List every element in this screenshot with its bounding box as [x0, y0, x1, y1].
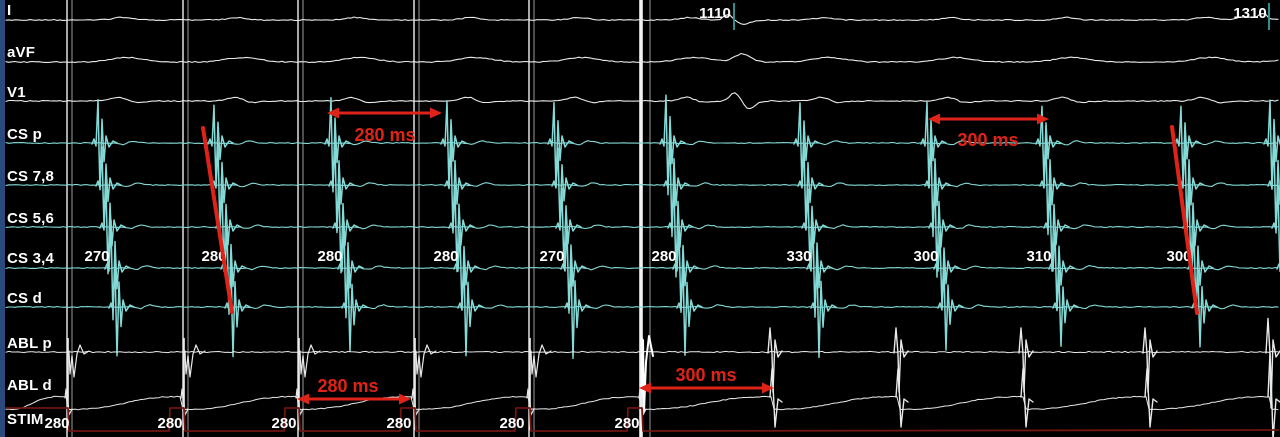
cs-spike — [224, 260, 251, 358]
cs-spike — [448, 184, 475, 273]
activation-slope-red-line — [1170, 125, 1199, 315]
cs-interval-label: 270 — [539, 248, 564, 265]
stim-interval-label: 280 — [614, 415, 639, 432]
channel-label-CS56: CS 5,6 — [7, 210, 55, 227]
cs-spike — [937, 266, 964, 351]
ablp-stim-response — [184, 344, 206, 378]
abld-stim-response — [180, 388, 189, 416]
cs-spike — [676, 261, 703, 356]
cs-spike — [659, 94, 686, 196]
trace-cs-baseline — [5, 182, 1279, 188]
stim-interval-label: 280 — [386, 415, 411, 432]
channel-label-CSd: CS d — [7, 290, 42, 307]
channel-label-aVF: aVF — [7, 44, 36, 61]
channel-label-STIM: STIM — [7, 411, 44, 428]
channel-label-CS78: CS 7,8 — [7, 168, 55, 185]
time-label: 1310 — [1233, 5, 1266, 22]
abld-tachy-spike — [895, 368, 909, 428]
cs-spike — [1052, 269, 1079, 347]
cs-spike — [1043, 185, 1070, 272]
ablp-tachy-spike — [1018, 327, 1034, 393]
cs-spike — [555, 187, 582, 270]
measurement-arrowhead-right — [399, 393, 411, 405]
channel-label-ABLd: ABL d — [7, 377, 52, 394]
cs-spike — [108, 261, 135, 357]
cs-spike — [99, 182, 126, 275]
abld-stim-response — [411, 388, 420, 416]
cs-interval-label: 280 — [201, 248, 226, 265]
cs-spike — [564, 258, 591, 360]
trace-I — [5, 13, 1279, 25]
ablp-last-stim-artifact — [642, 335, 654, 413]
ablp-stim-response — [415, 344, 437, 378]
measurement-arrowhead-left — [928, 113, 940, 125]
measurement-arrowhead-left — [639, 382, 651, 394]
ablp-stim-response — [530, 344, 552, 378]
measurement-label: 300 ms — [675, 365, 736, 385]
cs-spike — [928, 179, 955, 278]
trace-cs-baseline — [5, 265, 1279, 271]
cs-spike — [341, 265, 368, 353]
ablp-tachy-spike — [1265, 317, 1280, 409]
cs-interval-label: 300 — [913, 248, 938, 265]
abld-tachy-spike — [769, 368, 783, 428]
abld-tachy-spike — [1144, 368, 1158, 428]
cs-spike — [793, 102, 820, 188]
stim-interval-label: 280 — [271, 415, 296, 432]
cs-spike — [801, 188, 828, 269]
cs-interval-label: 330 — [786, 248, 811, 265]
stim-interval-label: 280 — [499, 415, 524, 432]
cs-interval-label: 280 — [317, 248, 342, 265]
abld-stim-response — [295, 388, 304, 416]
measurement-arrowhead-right — [1037, 113, 1049, 125]
channel-label-V1: V1 — [7, 84, 26, 101]
measurement-arrowhead-left — [327, 107, 339, 119]
cs-spike — [810, 259, 837, 359]
channel-label-CSp: CS p — [7, 126, 42, 143]
ablp-tachy-spike — [1142, 327, 1158, 393]
abld-stim-response — [64, 388, 73, 416]
channel-label-ABLp: ABL p — [7, 335, 52, 352]
cs-spike — [457, 261, 484, 357]
left-edge-strip — [0, 0, 5, 437]
ablp-tachy-spike — [767, 327, 783, 393]
cs-spike — [920, 101, 947, 189]
trace-STIM — [3, 407, 1279, 432]
ablp-stim-response — [299, 344, 321, 378]
activation-slope-red-line — [201, 126, 234, 314]
measurement-label: 300 ms — [957, 130, 1018, 150]
stim-interval-label: 280 — [157, 415, 182, 432]
abld-tachy-spike — [1267, 352, 1280, 437]
measurement-label: 280 ms — [354, 125, 415, 145]
abld-stim-response — [638, 388, 647, 416]
cs-interval-label: 270 — [84, 248, 109, 265]
cs-interval-label: 310 — [1026, 248, 1051, 265]
measurement-arrowhead-right — [762, 382, 774, 394]
cs-interval-label: 300 — [1166, 248, 1191, 265]
cs-interval-label: 280 — [433, 248, 458, 265]
channel-label-CS34: CS 3,4 — [7, 250, 55, 267]
measurement-arrowhead-right — [430, 107, 442, 119]
cs-spike — [1271, 185, 1280, 273]
trace-aVF — [5, 52, 1279, 64]
trace-V1 — [5, 92, 1279, 110]
abld-stim-response — [526, 388, 535, 416]
cs-spike — [547, 101, 574, 188]
cs-spike — [91, 98, 118, 191]
abld-tachy-spike — [1020, 368, 1034, 428]
cs-interval-label: 280 — [651, 248, 676, 265]
cs-spike — [667, 179, 694, 278]
measurement-arrowhead-left — [297, 393, 309, 405]
stim-interval-label: 280 — [44, 415, 69, 432]
measurement-label: 280 ms — [317, 376, 378, 396]
ablp-stim-response — [68, 344, 90, 378]
cs-spike — [332, 183, 359, 274]
channel-label-I: I — [7, 2, 12, 19]
cs-spike — [440, 100, 467, 190]
trace-ABLp — [5, 350, 1279, 354]
ablp-tachy-spike — [893, 327, 909, 393]
time-label: 1110 — [699, 5, 731, 22]
